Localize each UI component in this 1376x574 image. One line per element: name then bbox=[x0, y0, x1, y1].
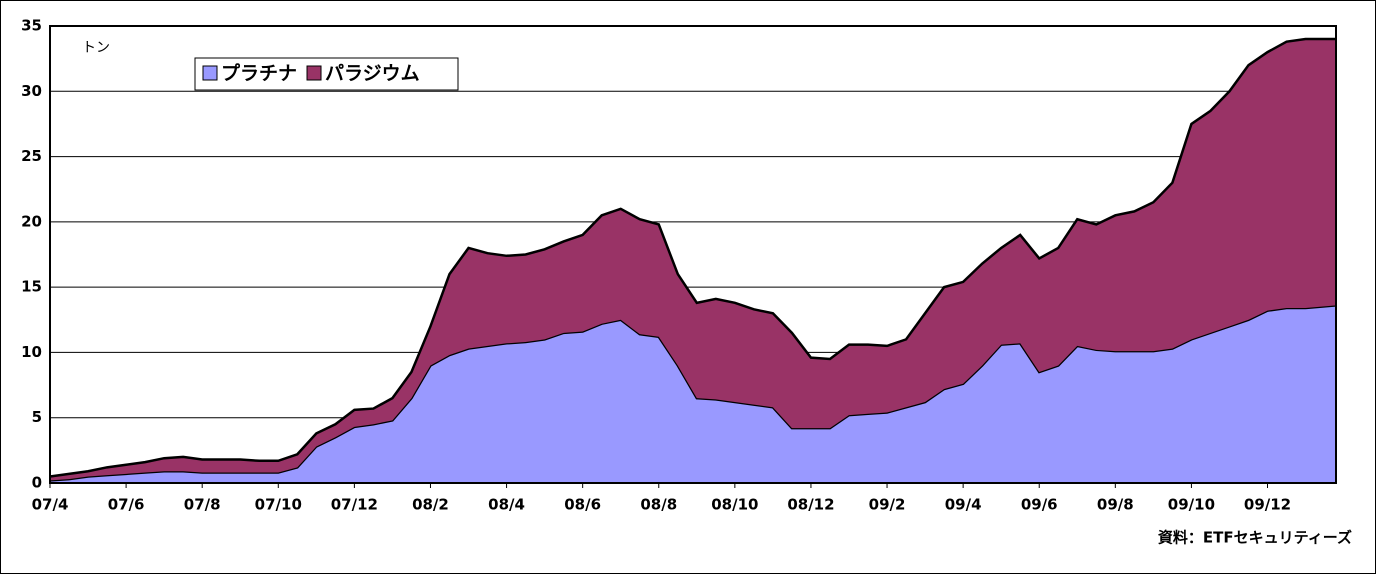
y-tick-label: 35 bbox=[21, 17, 42, 35]
x-tick-label: 08/6 bbox=[564, 496, 601, 514]
area bbox=[50, 39, 1336, 481]
x-tick-label: 09/8 bbox=[1097, 496, 1134, 514]
y-tick-label: 15 bbox=[21, 278, 42, 296]
x-tick-label: 08/8 bbox=[640, 496, 677, 514]
x-tick-label: 09/6 bbox=[1021, 496, 1058, 514]
legend-label: プラチナ bbox=[221, 62, 297, 85]
legend-swatch bbox=[202, 65, 218, 81]
x-tick-label: 07/4 bbox=[32, 496, 69, 514]
y-tick-label: 0 bbox=[32, 474, 42, 492]
legend: プラチナ パラジウム bbox=[194, 57, 459, 91]
x-tick-label: 09/2 bbox=[869, 496, 906, 514]
legend-box bbox=[194, 57, 459, 91]
x-tick-label: 07/8 bbox=[184, 496, 221, 514]
x-tick-label: 09/4 bbox=[945, 496, 982, 514]
x-tick-label: 08/10 bbox=[711, 496, 758, 514]
y-unit-label: トン bbox=[82, 40, 110, 56]
x-tick-label: 08/4 bbox=[488, 496, 525, 514]
y-tick-label: 20 bbox=[21, 212, 42, 230]
x-tick-label: 07/6 bbox=[108, 496, 145, 514]
plot-frame bbox=[49, 25, 1337, 484]
legend-label: パラジウム bbox=[325, 63, 420, 85]
y-tick-label: 10 bbox=[21, 343, 42, 361]
source-note: 資料：ETFセキュリティーズ bbox=[1158, 529, 1352, 547]
area bbox=[50, 305, 1336, 483]
y-tick-label: 30 bbox=[21, 82, 42, 100]
x-tick-label: 07/12 bbox=[331, 496, 378, 514]
y-tick-label: 5 bbox=[32, 408, 42, 426]
y-tick-label: 25 bbox=[21, 147, 42, 165]
area-outline bbox=[49, 37, 1336, 478]
x-tick-label: 09/10 bbox=[1168, 496, 1215, 514]
x-tick-label: 08/12 bbox=[787, 496, 834, 514]
legend-swatch bbox=[306, 65, 322, 81]
x-tick-label: 08/2 bbox=[412, 496, 449, 514]
x-tick-label: 07/10 bbox=[255, 496, 302, 514]
x-tick-label: 09/12 bbox=[1244, 496, 1291, 514]
plot-area bbox=[49, 25, 1337, 484]
